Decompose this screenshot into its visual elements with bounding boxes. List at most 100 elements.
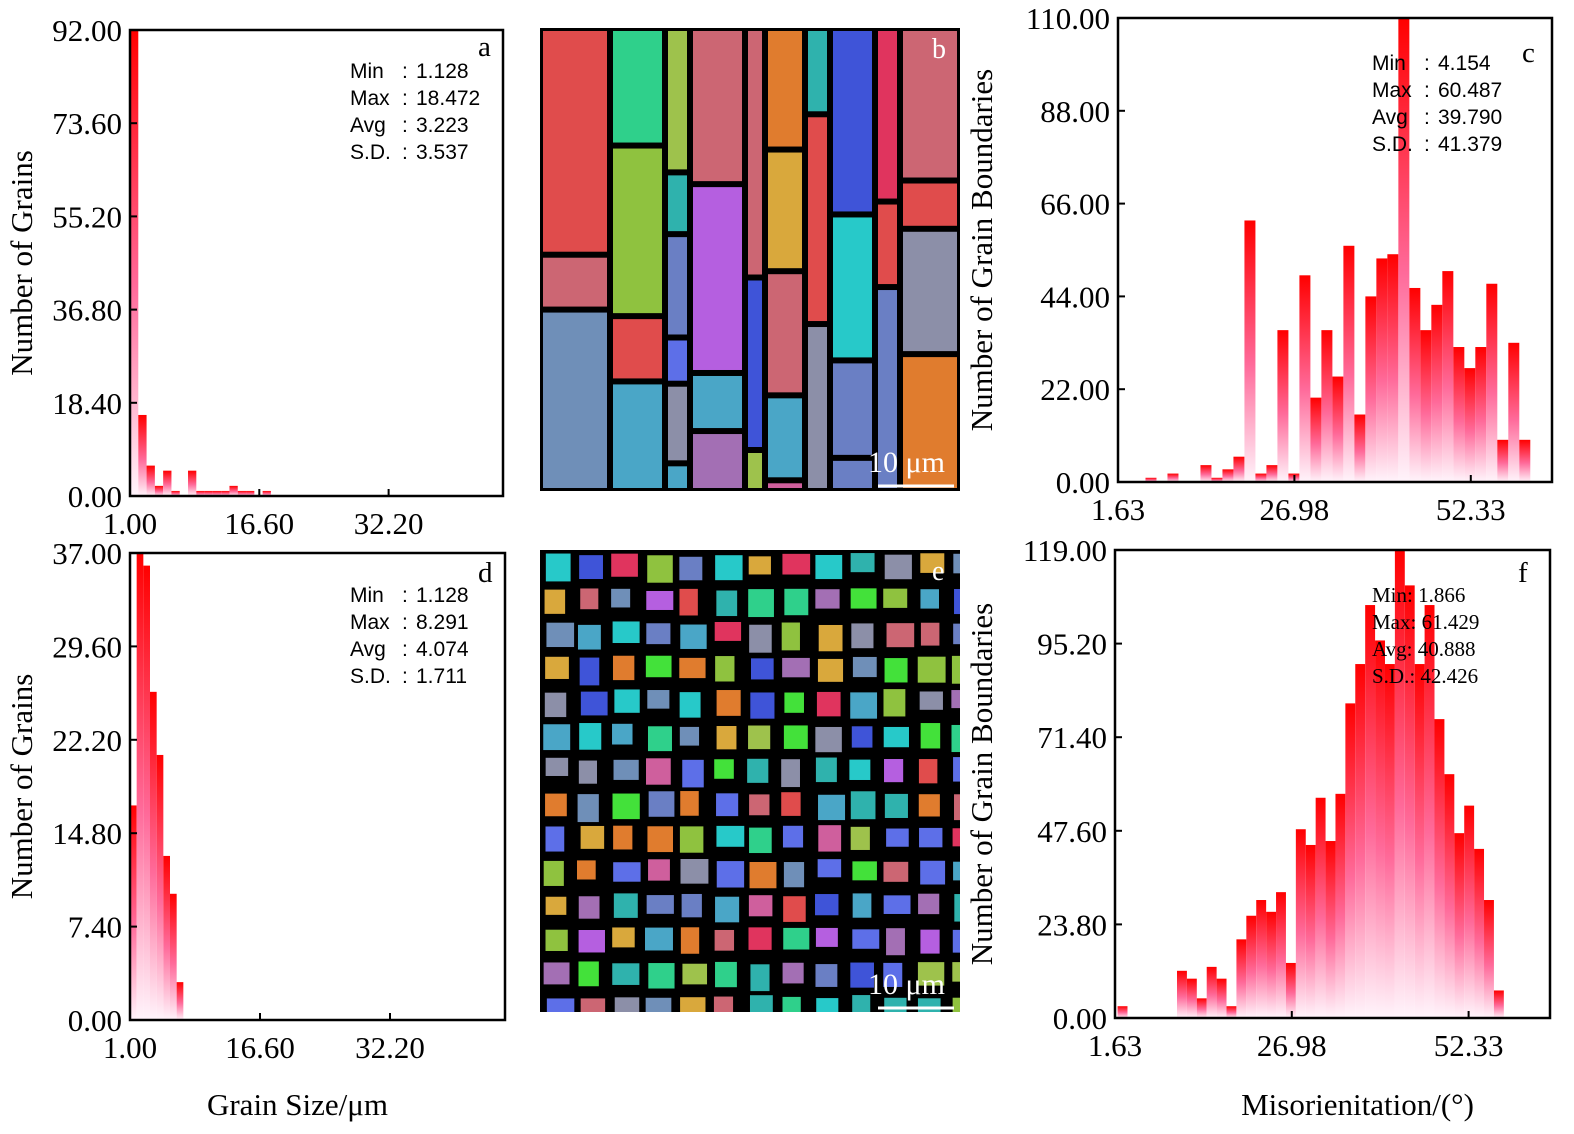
grain <box>917 962 945 986</box>
grain <box>815 589 840 609</box>
grain <box>920 929 940 954</box>
histogram-bar <box>1236 939 1247 1018</box>
stat-separator: : <box>402 87 408 110</box>
grain <box>952 997 960 1012</box>
grain <box>545 793 567 817</box>
histogram-bar <box>1299 275 1311 482</box>
grain <box>952 828 960 847</box>
plot-frame <box>128 28 505 498</box>
x-tick-label: 32.20 <box>354 506 424 541</box>
grain <box>884 658 908 683</box>
y-tick-label: 22.00 <box>1040 372 1110 407</box>
x-tick-label: 52.33 <box>1436 492 1506 527</box>
grain <box>919 691 943 710</box>
grain <box>645 655 672 678</box>
grain <box>783 725 808 749</box>
grain <box>815 554 843 580</box>
y-axis-label: Number of Grain Boundaries <box>970 603 999 965</box>
grain <box>578 929 605 953</box>
grain <box>578 760 597 784</box>
stat-label: Max <box>350 611 390 634</box>
grain <box>750 692 775 719</box>
grain <box>648 859 670 881</box>
panel-label: d <box>478 557 493 589</box>
histogram-bar <box>188 470 197 496</box>
grain <box>815 726 842 753</box>
grain <box>646 623 671 645</box>
grain <box>668 386 687 461</box>
grain <box>679 692 701 718</box>
stat-label: Min <box>1372 52 1406 75</box>
scale-bar-label: 10 μm <box>868 968 945 1001</box>
histogram-bar <box>1343 245 1355 482</box>
grain <box>749 794 770 816</box>
grain <box>713 996 734 1012</box>
grain <box>815 964 838 987</box>
stat-separator: : <box>402 584 408 607</box>
grain <box>920 553 945 573</box>
y-tick-label: 71.40 <box>1037 720 1107 755</box>
grain <box>715 656 735 682</box>
grain <box>850 826 870 850</box>
y-tick-label: 44.00 <box>1040 279 1110 314</box>
grain <box>580 588 599 610</box>
histogram-bar <box>1216 978 1227 1018</box>
plot-frame <box>1116 16 1554 484</box>
histogram-bar <box>262 490 271 496</box>
stat-separator: : <box>1424 52 1430 75</box>
x-tick-label: 1.00 <box>103 506 157 541</box>
x-tick-label: 26.98 <box>1257 1028 1327 1063</box>
histogram-bar <box>1355 664 1366 1018</box>
histogram-bar <box>1255 473 1267 482</box>
stat-separator: : <box>402 665 408 688</box>
grain <box>883 726 909 748</box>
histogram-bar <box>1384 664 1395 1018</box>
y-tick-label: 55.20 <box>52 199 122 234</box>
grain <box>883 962 903 987</box>
grain <box>545 929 568 951</box>
grain <box>716 825 745 847</box>
grain <box>680 624 707 649</box>
grain <box>781 759 800 788</box>
x-axis-label: Misorienitation/(°) <box>1241 1087 1474 1122</box>
grain <box>613 862 641 882</box>
grain <box>716 690 741 716</box>
grain <box>951 655 960 684</box>
grain <box>849 759 871 780</box>
grain <box>578 961 599 987</box>
histogram-bar <box>1404 585 1415 1018</box>
grain <box>579 657 600 686</box>
y-tick-label: 36.80 <box>52 293 122 328</box>
grain <box>715 555 743 581</box>
grain <box>577 794 599 823</box>
histogram-bar <box>138 414 147 496</box>
grain <box>680 997 706 1012</box>
stat-separator: : <box>1424 79 1430 102</box>
y-tick-label: 0.00 <box>68 1003 122 1038</box>
grain <box>577 860 596 880</box>
histogram-bar <box>1464 805 1475 1018</box>
grain <box>781 622 800 651</box>
histogram-bar <box>1519 439 1531 482</box>
grain <box>612 723 633 745</box>
grain <box>782 996 801 1012</box>
grain <box>613 148 662 314</box>
grain <box>833 217 872 358</box>
grain <box>952 929 960 953</box>
plot-frame <box>128 551 507 1022</box>
grain <box>750 658 774 680</box>
grain <box>680 791 699 816</box>
histogram-bar <box>176 982 184 1020</box>
grain <box>951 690 960 709</box>
grain <box>614 689 640 713</box>
histogram-grain-size-a: 0.00 18.40 36.80 55.20 73.60 92.00 1.00 16.60 32… <box>4 13 505 541</box>
grain <box>748 927 772 950</box>
grain <box>682 759 704 788</box>
grain <box>783 896 806 922</box>
grain <box>818 624 843 652</box>
grain <box>679 657 706 679</box>
histogram-bar <box>1256 900 1267 1018</box>
grain <box>716 861 745 888</box>
stat-value: 4.074 <box>416 638 469 661</box>
stat-separator: : <box>1424 133 1430 156</box>
